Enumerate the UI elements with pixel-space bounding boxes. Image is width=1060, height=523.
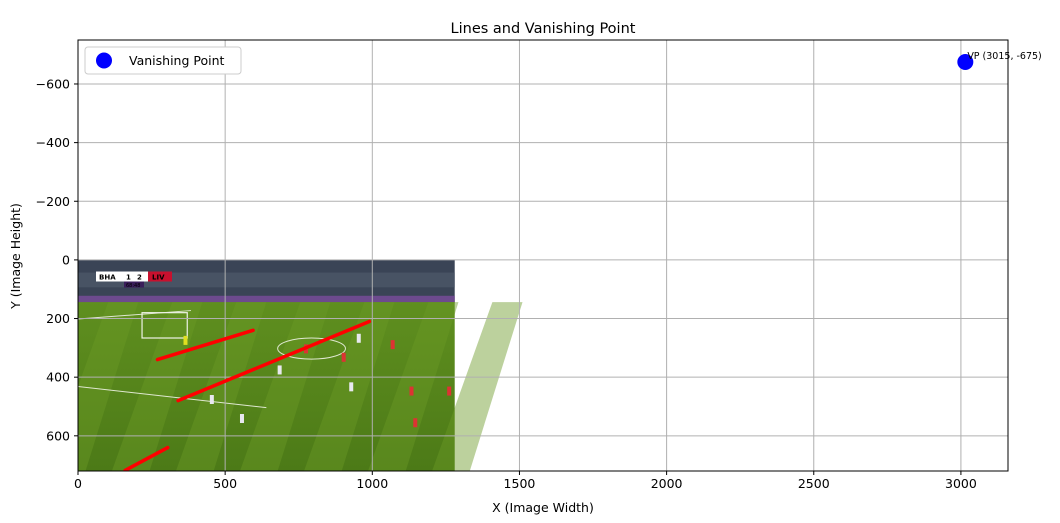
ad-boards	[78, 295, 455, 304]
x-axis-ticks: 0 500 1000 1500 2000 2500 3000	[74, 471, 977, 491]
scoreboard	[96, 271, 172, 282]
y-tick-label: −200	[36, 194, 70, 209]
x-tick-label: 0	[74, 476, 82, 491]
goal-frame	[141, 312, 188, 339]
scoreboard-home: BHA	[99, 274, 116, 282]
y-tick-label: −600	[36, 76, 70, 91]
y-axis-ticks: −600 −400 −200 0 200 400 600	[36, 76, 78, 443]
scoreboard-away-score: 2	[137, 274, 142, 282]
vanishing-point-marker	[957, 53, 974, 70]
y-tick-label: 200	[46, 311, 70, 326]
x-tick-label: 1500	[504, 476, 536, 491]
x-tick-label: 3000	[945, 476, 977, 491]
player	[390, 340, 395, 350]
player	[447, 386, 452, 396]
x-tick-label: 2500	[798, 476, 830, 491]
y-tick-label: 0	[62, 252, 70, 267]
background-image: BHA 1 2 LIV 68:48	[78, 259, 523, 471]
legend-marker	[96, 52, 112, 69]
player	[413, 418, 418, 428]
pitch-stripe	[175, 302, 267, 471]
pitch-stripe	[432, 302, 523, 471]
player	[183, 335, 188, 345]
scoreboard-away-bg	[148, 271, 172, 282]
player	[277, 365, 282, 375]
pitch-stripe	[111, 302, 203, 471]
player	[341, 352, 346, 362]
y-axis-label: Y (Image Height)	[8, 203, 23, 310]
pitch-line	[78, 386, 267, 409]
pitch-line	[78, 310, 192, 320]
y-tick-label: −400	[36, 135, 70, 150]
scoreboard-home-score: 1	[126, 274, 131, 282]
x-tick-label: 1000	[356, 476, 388, 491]
crowd-band	[78, 272, 455, 288]
pitch-stripe	[78, 302, 139, 471]
scoreboard-clock-bg	[124, 281, 144, 288]
player	[356, 333, 361, 343]
y-tick-label: 400	[46, 370, 70, 385]
vanishing-point-series: VP (3015, -675)	[957, 51, 1042, 70]
player	[239, 414, 244, 424]
plot-frame	[77, 39, 1009, 472]
x-tick-label: 2000	[651, 476, 683, 491]
vanishing-point-label: VP (3015, -675)	[967, 51, 1041, 62]
pitch-arc	[277, 337, 346, 360]
detected-lines	[123, 319, 372, 471]
legend-box	[84, 46, 242, 75]
detected-line	[176, 319, 372, 403]
legend-label: Vanishing Point	[129, 53, 225, 68]
player	[409, 386, 414, 396]
chart-title: Lines and Vanishing Point	[451, 21, 636, 37]
player	[209, 395, 214, 405]
detected-line	[123, 445, 170, 471]
player	[349, 382, 354, 392]
x-axis-label: X (Image Width)	[492, 500, 594, 515]
scoreboard-away: LIV	[152, 274, 165, 282]
grid	[78, 40, 1008, 471]
legend: Vanishing Point	[84, 46, 242, 75]
detected-line	[155, 328, 255, 362]
scoreboard-clock: 68:48	[126, 283, 140, 289]
x-tick-label: 500	[213, 476, 237, 491]
y-tick-label: 600	[46, 428, 70, 443]
pitch	[78, 302, 455, 471]
